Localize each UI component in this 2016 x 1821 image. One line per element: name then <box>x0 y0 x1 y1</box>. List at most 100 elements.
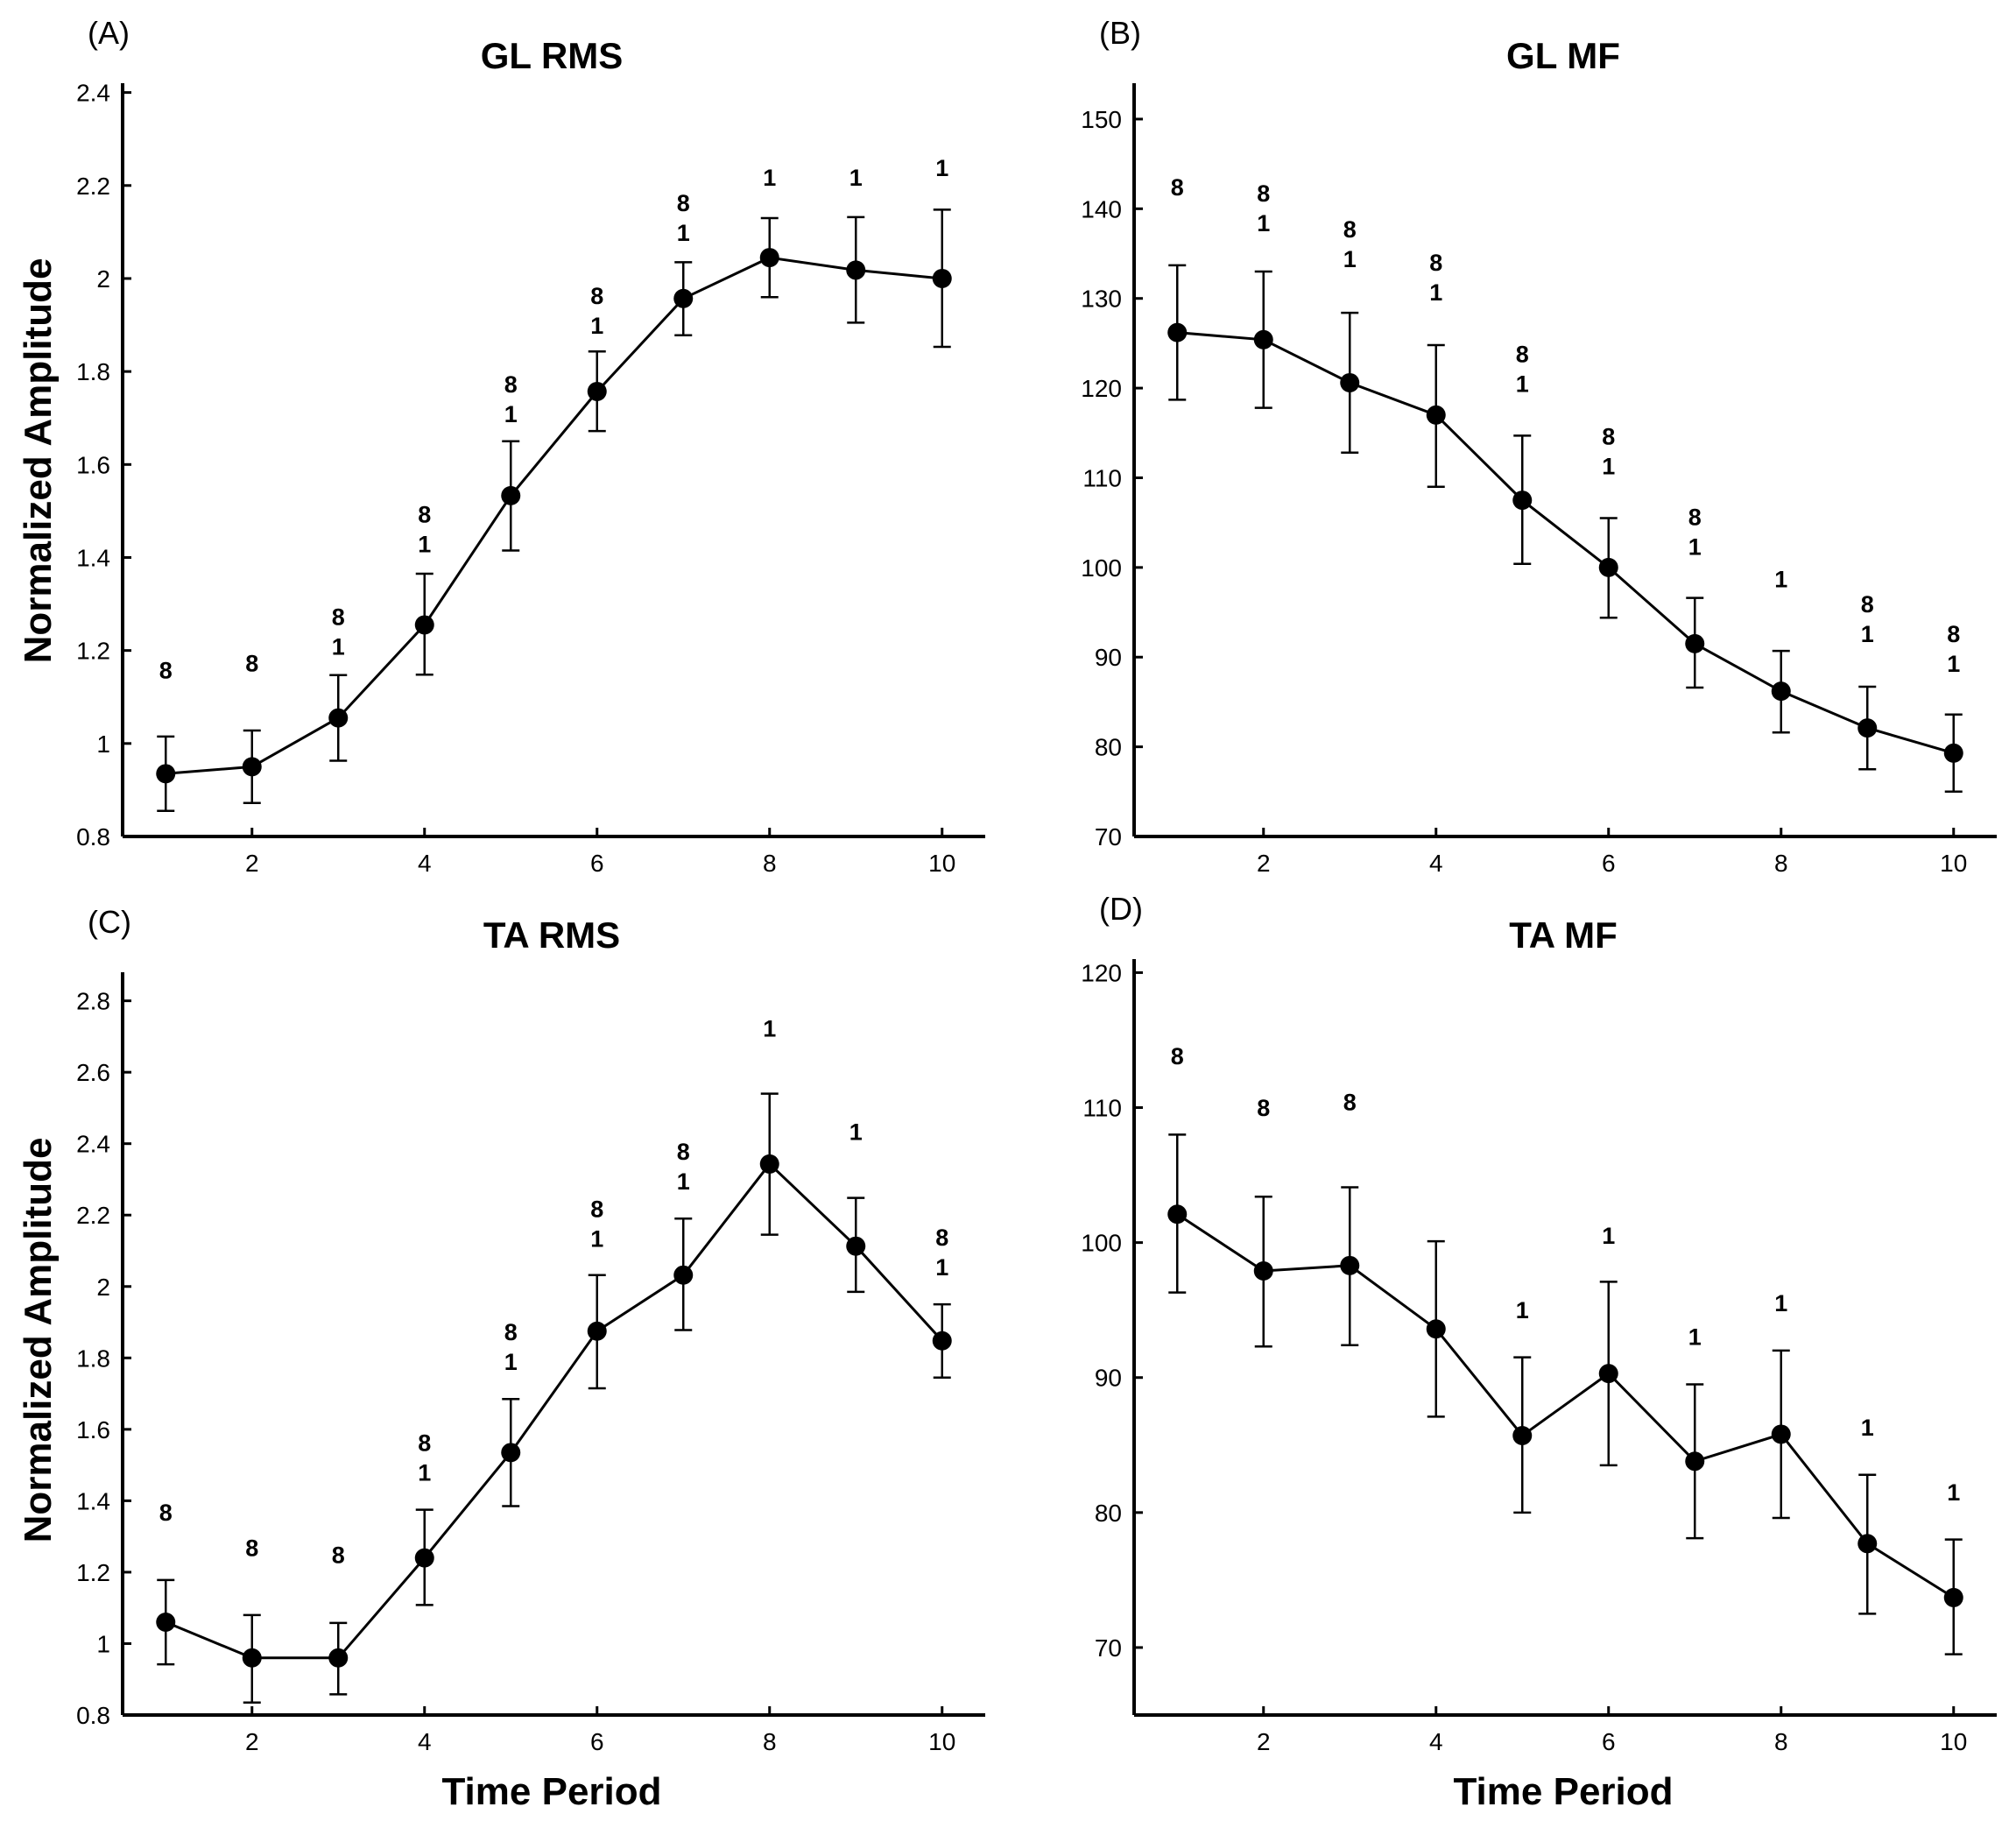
chart-title: TA MF <box>1509 914 1618 956</box>
significance-label: 8 <box>1343 216 1357 243</box>
x-tick-label: 10 <box>1940 1728 1967 1755</box>
data-point <box>1340 1255 1360 1275</box>
data-point <box>1685 1451 1705 1472</box>
data-point <box>1512 491 1533 511</box>
significance-label: 1 <box>1861 621 1874 647</box>
significance-label: 1 <box>418 1459 431 1486</box>
data-point <box>759 248 779 268</box>
y-tick-label: 2.2 <box>76 1202 110 1229</box>
significance-label: 8 <box>245 651 258 677</box>
data-point <box>932 268 952 288</box>
y-tick-label: 120 <box>1081 959 1122 986</box>
significance-label: 1 <box>1602 454 1615 480</box>
x-tick-label: 6 <box>1602 850 1616 877</box>
x-tick-label: 6 <box>590 850 604 877</box>
x-tick-label: 4 <box>418 1728 432 1755</box>
data-point <box>156 1613 176 1632</box>
significance-label: 1 <box>763 165 776 191</box>
y-axis-title-top: Normalized Amplitude <box>17 258 60 664</box>
y-tick-label: 1.2 <box>76 638 110 665</box>
panel-b: (B) GL MF 70 80 90 100 110 120 130 140 150 2 4 6 8 10 8 8… <box>1081 15 1997 877</box>
y-tick-label: 1.2 <box>76 1559 110 1586</box>
x-tick-label: 6 <box>590 1728 604 1755</box>
x-tick-label: 4 <box>1429 850 1443 877</box>
significance-label: 1 <box>1774 1290 1787 1316</box>
data-point <box>156 764 176 784</box>
significance-label: 1 <box>418 532 431 558</box>
x-tick-label: 10 <box>928 1728 955 1755</box>
significance-label: 1 <box>332 633 345 660</box>
significance-label: 8 <box>504 371 518 398</box>
significance-label: 8 <box>418 1429 431 1456</box>
significance-label: 1 <box>677 1168 690 1195</box>
x-axis-title-left: Time Period <box>441 1770 661 1813</box>
chart-title: GL MF <box>1506 35 1620 76</box>
y-tick-label: 110 <box>1082 464 1122 491</box>
x-tick-label: 2 <box>245 1728 259 1755</box>
significance-label: 8 <box>245 1535 258 1562</box>
significance-label: 8 <box>332 603 345 630</box>
significance-label: 1 <box>1343 246 1357 272</box>
data-point <box>1857 1534 1878 1554</box>
y-tick-label: 2.8 <box>76 988 110 1015</box>
data-point <box>501 1443 521 1463</box>
data-point <box>1340 372 1360 392</box>
panel-label: (D) <box>1099 891 1143 927</box>
data-point <box>846 260 866 280</box>
significance-label: 8 <box>1947 621 1960 647</box>
significance-label: 8 <box>935 1225 948 1251</box>
y-tick-label: 2.4 <box>76 1131 110 1158</box>
data-point <box>759 1154 779 1174</box>
significance-label: 1 <box>590 313 603 339</box>
y-tick-label: 70 <box>1095 823 1122 851</box>
data-point <box>1512 1425 1533 1445</box>
panel-label: (C) <box>88 904 131 940</box>
data-point <box>501 485 521 505</box>
data-point <box>414 1548 434 1568</box>
significance-label: 1 <box>1688 534 1702 561</box>
significance-label: 8 <box>159 1500 173 1526</box>
y-tick-label: 0.8 <box>76 1702 110 1729</box>
series-line <box>165 1161 943 1660</box>
y-tick-label: 2.4 <box>76 80 110 107</box>
x-tick-label: 2 <box>1257 850 1271 877</box>
significance-label: 8 <box>1257 1095 1270 1121</box>
x-tick-label: 8 <box>763 1728 777 1755</box>
x-tick-label: 4 <box>1429 1728 1443 1755</box>
significance-label: 1 <box>677 220 690 246</box>
data-point <box>1598 1364 1618 1384</box>
significance-label: 8 <box>1171 174 1184 201</box>
data-point <box>1685 633 1705 653</box>
significance-label: 1 <box>1947 651 1960 677</box>
data-point <box>1426 1319 1446 1339</box>
y-tick-label: 1.8 <box>76 1345 110 1372</box>
data-point <box>242 757 262 777</box>
data-point <box>846 1236 866 1256</box>
data-point <box>414 615 434 635</box>
data-point <box>1253 1260 1273 1281</box>
y-tick-label: 140 <box>1081 195 1122 222</box>
panel-d: (D) TA MF 70 80 90 100 110 120 2 4 6 8 10 8 8 8 1 1 1 1 1 1 <box>1081 891 1997 1755</box>
y-tick-label: 90 <box>1095 1365 1122 1392</box>
significance-label: 1 <box>1516 371 1529 397</box>
significance-label: 8 <box>677 190 690 216</box>
y-tick-label: 0.8 <box>76 823 110 851</box>
data-point <box>932 1330 952 1351</box>
chart-title: GL RMS <box>481 35 624 76</box>
data-point <box>328 1648 349 1668</box>
significance-label: 1 <box>763 1015 776 1041</box>
data-point <box>673 1265 694 1285</box>
significance-label: 8 <box>159 658 173 684</box>
data-point <box>242 1648 262 1668</box>
y-tick-label: 1.4 <box>76 544 110 571</box>
data-point <box>328 708 349 728</box>
significance-label: 1 <box>849 1119 863 1146</box>
x-tick-label: 2 <box>245 850 259 877</box>
y-tick-label: 150 <box>1081 106 1122 133</box>
panel-label: (A) <box>88 15 130 51</box>
significance-label: 8 <box>1429 250 1442 276</box>
y-tick-label: 70 <box>1095 1634 1122 1662</box>
significance-label: 1 <box>1861 1415 1874 1441</box>
y-tick-label: 110 <box>1082 1095 1122 1122</box>
